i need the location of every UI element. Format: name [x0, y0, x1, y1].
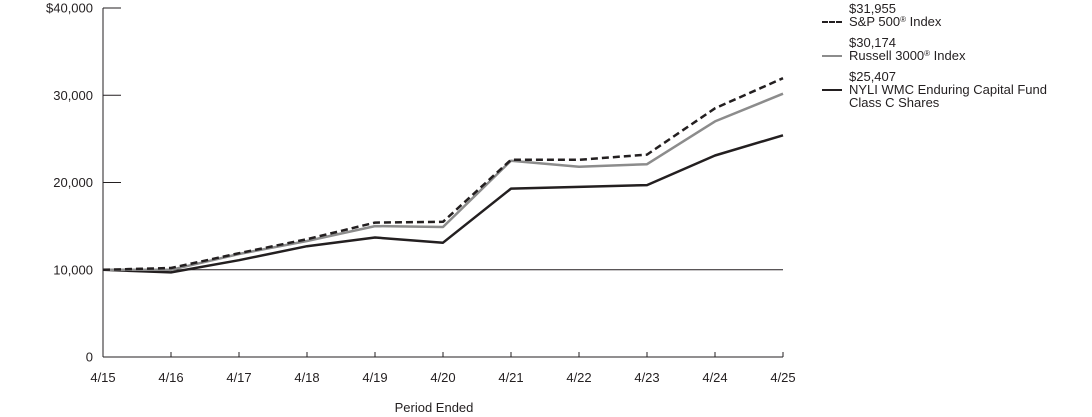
x-tick-label: 4/21: [498, 370, 523, 385]
legend-value-sp500: $31,955: [849, 1, 896, 16]
legend-name-fund: NYLI WMC Enduring Capital Fund: [849, 82, 1047, 97]
series-layer: [102, 77, 784, 274]
legend-swatch-fund: [822, 89, 842, 91]
legend-value-fund: $25,407: [849, 69, 896, 84]
legend-value-russell: $30,174: [849, 35, 896, 50]
y-tick-label: 0: [86, 350, 93, 365]
series-line-fund: [102, 134, 784, 274]
x-tick-label: 4/16: [158, 370, 183, 385]
y-tick-label: 30,000: [53, 88, 93, 103]
y-tick-label: 20,000: [53, 175, 93, 190]
x-tick-label: 4/22: [566, 370, 591, 385]
x-tick-label: 4/19: [362, 370, 387, 385]
legend-entry-sp500: $31,955 S&P 500® Index: [822, 2, 1088, 28]
legend-name-fund-line2: Class C Shares: [849, 95, 940, 110]
legend: $31,955 S&P 500® Index $30,174 Russell 3…: [822, 2, 1088, 117]
x-tick-label: 4/20: [430, 370, 455, 385]
x-axis: 4/15 4/16 4/17 4/18 4/19 4/20 4/21 4/22 4/23 4/24…: [90, 352, 796, 385]
x-tick-label: 4/24: [702, 370, 727, 385]
y-tick-label: $40,000: [46, 1, 93, 16]
legend-entry-russell: $30,174 Russell 3000® Index: [822, 36, 1088, 62]
legend-entry-fund: $25,407 NYLI WMC Enduring Capital Fund C…: [822, 70, 1088, 109]
legend-swatch-russell: [822, 55, 842, 57]
x-tick-label: 4/17: [226, 370, 251, 385]
x-tick-label: 4/25: [770, 370, 795, 385]
y-tick-label: 10,000: [53, 262, 93, 277]
legend-name-russell: Russell 3000® Index: [849, 48, 966, 63]
series-line-sp500: [102, 77, 784, 272]
x-tick-label: 4/23: [634, 370, 659, 385]
x-tick-label: 4/15: [90, 370, 115, 385]
y-axis: $40,000 30,000 20,000 10,000 0: [46, 1, 121, 365]
x-tick-label: 4/18: [294, 370, 319, 385]
x-axis-title: Period Ended: [395, 400, 474, 415]
legend-swatch-sp500: [822, 21, 842, 23]
legend-name-sp500: S&P 500® Index: [849, 14, 942, 29]
